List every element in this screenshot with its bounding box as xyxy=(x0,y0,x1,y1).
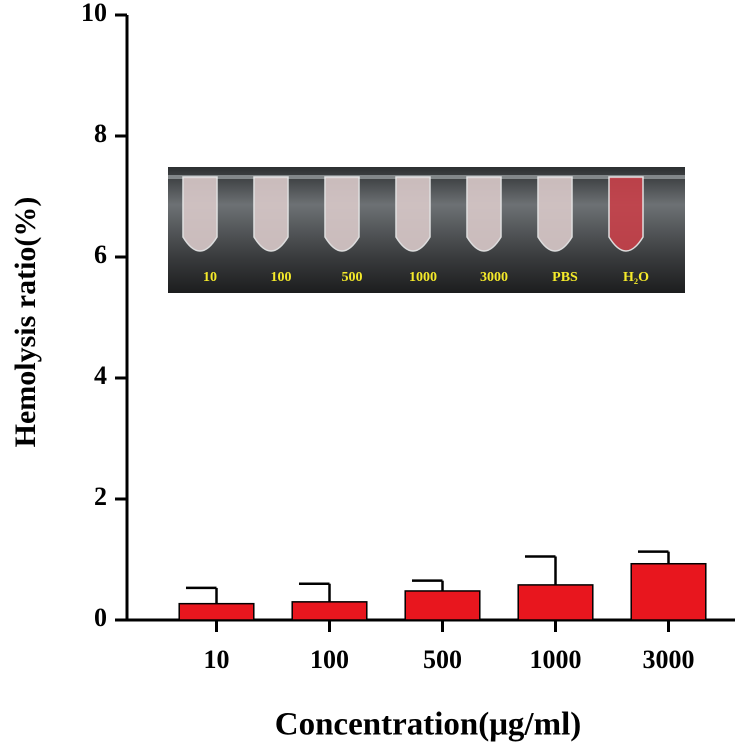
y-tick-label: 8 xyxy=(94,119,107,148)
y-tick-label: 0 xyxy=(94,603,107,632)
tube xyxy=(395,176,431,252)
tube xyxy=(466,176,502,252)
bar xyxy=(178,602,255,621)
tube xyxy=(608,176,644,252)
bar xyxy=(630,562,707,621)
bar xyxy=(291,601,368,621)
y-tick-label: 6 xyxy=(94,240,107,269)
inset-label: 100 xyxy=(271,270,292,285)
tube xyxy=(537,176,573,252)
x-axis-title: Concentration(μg/ml) xyxy=(275,707,582,743)
inset-label: 1000 xyxy=(409,270,437,285)
x-tick-label: 500 xyxy=(423,645,462,674)
y-tick-label: 4 xyxy=(94,361,107,390)
x-tick-label: 3000 xyxy=(643,645,695,674)
tube xyxy=(253,176,289,252)
x-tick-label: 100 xyxy=(310,645,349,674)
inset-label: 3000 xyxy=(480,270,508,285)
bar xyxy=(404,590,481,621)
x-tick-label: 10 xyxy=(204,645,230,674)
inset-label: 500 xyxy=(342,270,363,285)
inset-label: PBS xyxy=(552,270,578,285)
y-axis-title: Hemolysis ratio(%) xyxy=(9,197,42,448)
tube xyxy=(324,176,360,252)
y-tick-label: 2 xyxy=(94,482,107,511)
y-tick-label: 10 xyxy=(81,0,107,27)
inset-label: 10 xyxy=(203,270,217,285)
tube xyxy=(182,176,218,252)
x-tick-label: 1000 xyxy=(530,645,582,674)
bar xyxy=(517,584,594,621)
inset-label: H₂O xyxy=(623,270,649,285)
